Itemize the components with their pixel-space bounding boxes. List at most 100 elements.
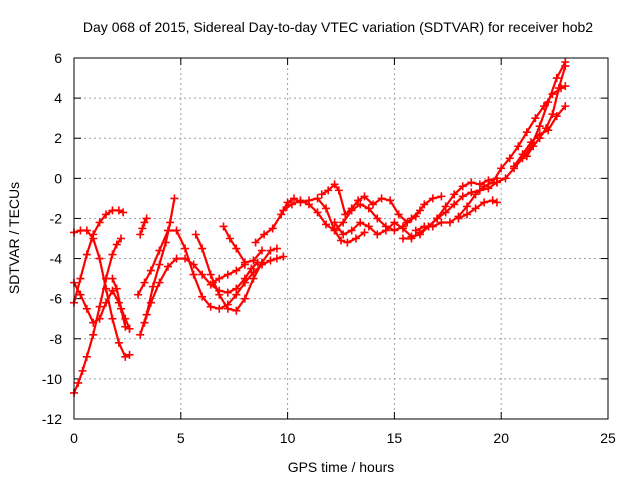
x-tick-label: 25 xyxy=(600,430,616,446)
data-point xyxy=(377,194,386,203)
data-series-11 xyxy=(219,222,266,267)
data-point xyxy=(420,200,429,209)
data-point xyxy=(108,314,117,323)
data-point xyxy=(433,214,442,223)
data-point xyxy=(552,74,561,83)
data-point xyxy=(74,378,83,387)
data-point xyxy=(522,152,531,161)
data-point xyxy=(136,230,145,239)
y-tick-label: 2 xyxy=(54,130,62,146)
x-tick-label: 5 xyxy=(177,430,185,446)
data-point xyxy=(102,298,111,307)
data-point xyxy=(531,114,540,123)
data-point xyxy=(279,206,288,215)
data-point xyxy=(488,196,497,205)
data-point xyxy=(394,210,403,219)
data-point xyxy=(266,246,275,255)
data-point xyxy=(313,194,322,203)
x-axis-ticks: 0 5 10 15 20 25 xyxy=(70,58,616,446)
data-point xyxy=(215,290,224,299)
data-point xyxy=(121,352,130,361)
data-point xyxy=(324,186,333,195)
data-point xyxy=(119,208,128,217)
data-point xyxy=(198,244,207,253)
x-tick-label: 15 xyxy=(387,430,403,446)
data-point xyxy=(398,224,407,233)
data-point xyxy=(163,262,172,271)
data-point xyxy=(206,302,215,311)
data-point xyxy=(334,186,343,195)
data-point xyxy=(76,290,85,299)
data-point xyxy=(330,180,339,189)
data-point xyxy=(351,234,360,243)
data-point xyxy=(364,204,373,213)
data-point xyxy=(561,102,570,111)
data-point xyxy=(339,230,348,239)
data-point xyxy=(364,222,373,231)
data-point xyxy=(535,134,544,143)
data-point xyxy=(155,260,164,269)
data-point xyxy=(510,162,519,171)
y-tick-label: 6 xyxy=(54,50,62,66)
data-point xyxy=(232,290,241,299)
data-point xyxy=(522,128,531,137)
data-point xyxy=(463,202,472,211)
data-series-5 xyxy=(136,214,151,239)
y-tick-label: 4 xyxy=(54,90,62,106)
data-point xyxy=(373,230,382,239)
data-point xyxy=(134,290,143,299)
series-trace xyxy=(414,84,567,232)
data-point xyxy=(95,302,104,311)
series-trace xyxy=(222,225,264,264)
data-point xyxy=(140,278,149,287)
data-point xyxy=(480,198,489,207)
data-point xyxy=(514,142,523,151)
data-point xyxy=(458,182,467,191)
data-point xyxy=(484,176,493,185)
data-point xyxy=(125,324,134,333)
data-point xyxy=(373,214,382,223)
data-point xyxy=(492,178,501,187)
data-point xyxy=(136,330,145,339)
data-point xyxy=(529,142,538,151)
data-point xyxy=(322,220,331,229)
data-point xyxy=(82,304,91,313)
data-point xyxy=(381,226,390,235)
data-point xyxy=(149,282,158,291)
data-point xyxy=(206,270,215,279)
data-series-9 xyxy=(191,230,281,315)
data-point xyxy=(198,270,207,279)
data-point xyxy=(518,150,527,159)
data-point xyxy=(467,178,476,187)
data-point xyxy=(89,230,98,239)
data-point xyxy=(354,196,363,205)
data-point xyxy=(441,202,450,211)
data-point xyxy=(114,206,123,215)
grid-lines xyxy=(74,58,608,419)
data-point xyxy=(407,234,416,243)
data-point xyxy=(296,196,305,205)
data-point xyxy=(125,350,134,359)
data-point xyxy=(467,188,476,197)
data-point xyxy=(437,218,446,227)
data-point xyxy=(112,284,121,293)
data-point xyxy=(249,274,258,283)
data-series-4 xyxy=(108,274,134,333)
data-point xyxy=(249,256,258,265)
data-series-group xyxy=(70,58,570,397)
data-point xyxy=(279,252,288,261)
y-tick-label: -12 xyxy=(42,411,62,427)
data-point xyxy=(535,122,544,131)
data-point xyxy=(219,222,228,231)
y-tick-label: -4 xyxy=(50,251,63,267)
data-series-14 xyxy=(317,180,446,227)
data-point xyxy=(458,192,467,201)
data-point xyxy=(257,246,266,255)
y-axis-title: SDTVAR / TECUs xyxy=(6,182,22,294)
data-point xyxy=(95,218,104,227)
data-point xyxy=(82,250,91,259)
data-point xyxy=(343,238,352,247)
data-point xyxy=(347,204,356,213)
data-point xyxy=(480,182,489,191)
